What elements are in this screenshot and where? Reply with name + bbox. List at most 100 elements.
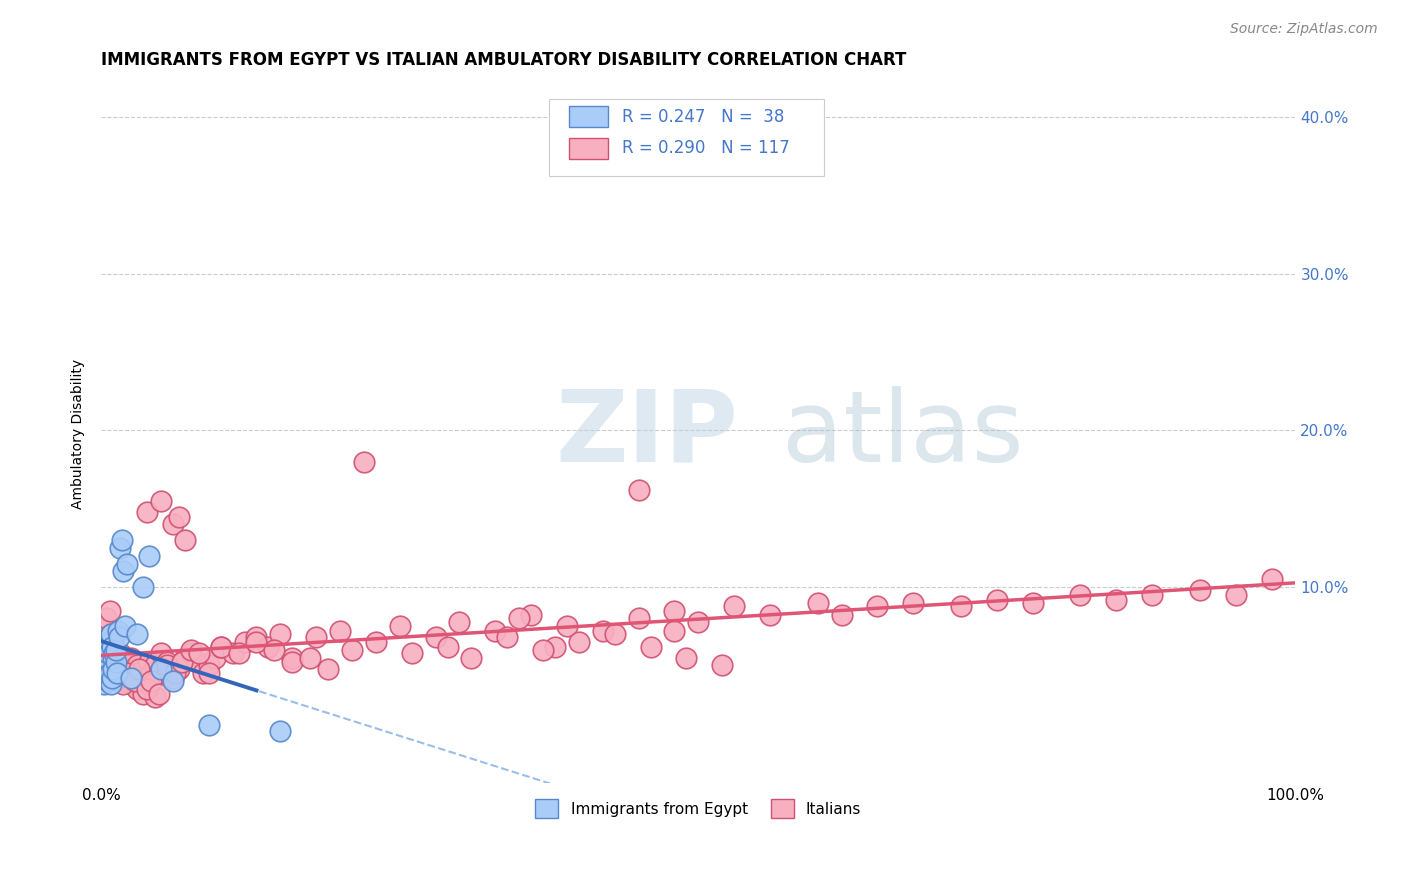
Point (520, 608, 543, 623)
Point (94, 650, 117, 665)
Point (425, 630, 447, 644)
Point (110, 541, 132, 555)
Point (688, 615, 710, 629)
Point (114, 650, 136, 665)
Point (149, 646, 172, 660)
Point (568, 635, 591, 649)
Point (143, 658, 166, 673)
Point (664, 604, 686, 618)
Point (197, 718, 219, 732)
Point (143, 690, 166, 704)
Point (111, 677, 134, 691)
Point (449, 615, 471, 629)
Point (1105, 592, 1128, 607)
Point (162, 671, 184, 685)
Point (94, 611, 117, 625)
Point (100, 627, 122, 641)
Point (807, 596, 830, 610)
Point (132, 580, 155, 594)
Point (120, 677, 142, 691)
Point (96, 656, 118, 670)
Text: atlas: atlas (782, 385, 1024, 483)
Point (950, 599, 973, 613)
Legend: Immigrants from Egypt, Italians: Immigrants from Egypt, Italians (530, 793, 868, 824)
Point (125, 681, 148, 696)
Point (162, 674, 184, 689)
Point (329, 624, 352, 638)
Point (156, 656, 179, 670)
Point (105, 666, 128, 681)
Point (172, 656, 194, 670)
Point (148, 666, 170, 681)
Point (110, 533, 132, 547)
Point (209, 640, 232, 654)
Point (98, 666, 121, 681)
Point (94, 642, 117, 657)
Point (162, 517, 184, 532)
Point (124, 674, 146, 689)
Point (108, 656, 131, 670)
Point (281, 650, 304, 665)
Point (97, 650, 120, 665)
Point (135, 681, 157, 696)
Point (148, 687, 170, 701)
Point (197, 658, 219, 673)
Bar (569, 106, 607, 128)
Point (125, 627, 148, 641)
Point (401, 646, 423, 660)
Point (141, 674, 163, 689)
Point (117, 557, 139, 571)
Text: R = 0.247   N =  38: R = 0.247 N = 38 (621, 108, 785, 126)
Point (94, 658, 117, 673)
Point (269, 724, 291, 739)
Point (340, 642, 363, 657)
Point (108, 671, 131, 685)
Point (305, 630, 328, 644)
Point (221, 646, 243, 660)
Point (120, 650, 142, 665)
Point (496, 630, 519, 644)
Point (101, 662, 124, 676)
Point (263, 642, 285, 657)
Point (149, 494, 172, 508)
Text: ZIP: ZIP (555, 385, 738, 483)
Point (555, 619, 578, 633)
Point (132, 671, 155, 685)
Point (245, 630, 267, 644)
Point (603, 627, 626, 641)
Point (173, 533, 195, 547)
Point (105, 662, 128, 676)
Point (364, 635, 387, 649)
Point (165, 666, 187, 681)
Point (93, 666, 115, 681)
Point (460, 650, 482, 665)
Point (1188, 583, 1211, 598)
Point (103, 646, 125, 660)
Point (592, 624, 614, 638)
Point (101, 640, 124, 654)
Point (191, 666, 214, 681)
Point (128, 662, 150, 676)
FancyBboxPatch shape (550, 100, 824, 177)
Point (173, 650, 195, 665)
Point (97, 674, 120, 689)
Point (723, 599, 745, 613)
Point (544, 640, 567, 654)
Point (141, 666, 163, 681)
Point (1260, 572, 1282, 586)
Point (759, 608, 782, 623)
Point (138, 656, 160, 670)
Point (269, 627, 291, 641)
Point (104, 642, 127, 657)
Point (97, 646, 120, 660)
Point (138, 677, 160, 691)
Point (93, 677, 115, 691)
Point (180, 642, 202, 657)
Point (233, 635, 256, 649)
Point (180, 646, 202, 660)
Point (831, 608, 853, 623)
Point (1225, 588, 1247, 602)
Point (125, 658, 148, 673)
Point (91, 619, 114, 633)
Point (228, 646, 250, 660)
